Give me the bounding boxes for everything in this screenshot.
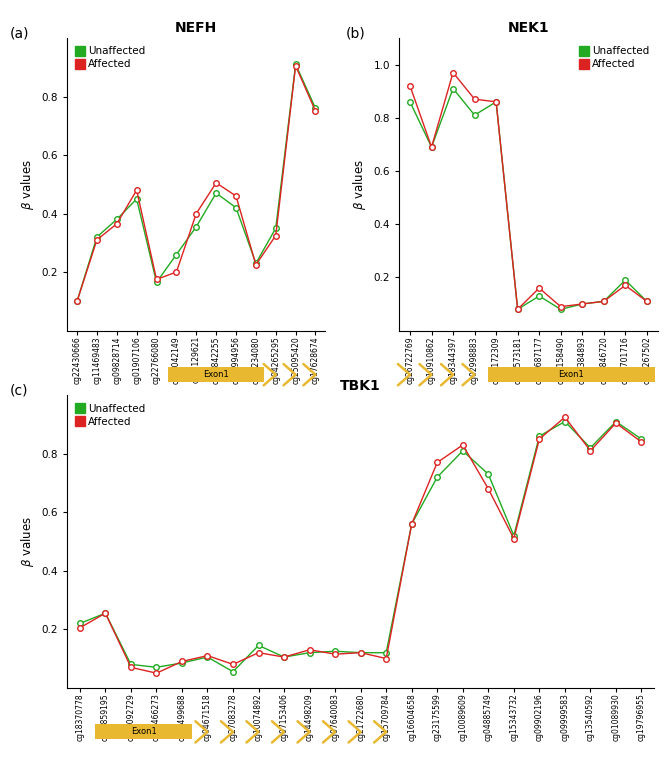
Y-axis label: $\beta$ values: $\beta$ values [19, 159, 36, 210]
Legend: Unaffected, Affected: Unaffected, Affected [576, 43, 652, 73]
Text: (b): (b) [346, 27, 365, 40]
Legend: Unaffected, Affected: Unaffected, Affected [72, 43, 148, 73]
Text: Exon1: Exon1 [131, 727, 156, 736]
Title: TBK1: TBK1 [340, 378, 381, 393]
Text: Exon1: Exon1 [203, 370, 229, 379]
Y-axis label: $\beta$ values: $\beta$ values [351, 159, 368, 210]
Y-axis label: $\beta$ values: $\beta$ values [19, 516, 36, 567]
Title: NEFH: NEFH [175, 21, 217, 36]
Text: (c): (c) [10, 384, 29, 397]
Legend: Unaffected, Affected: Unaffected, Affected [72, 401, 148, 430]
Text: (a): (a) [10, 27, 30, 40]
Text: Exon1: Exon1 [558, 370, 584, 379]
Title: NEK1: NEK1 [507, 21, 550, 36]
